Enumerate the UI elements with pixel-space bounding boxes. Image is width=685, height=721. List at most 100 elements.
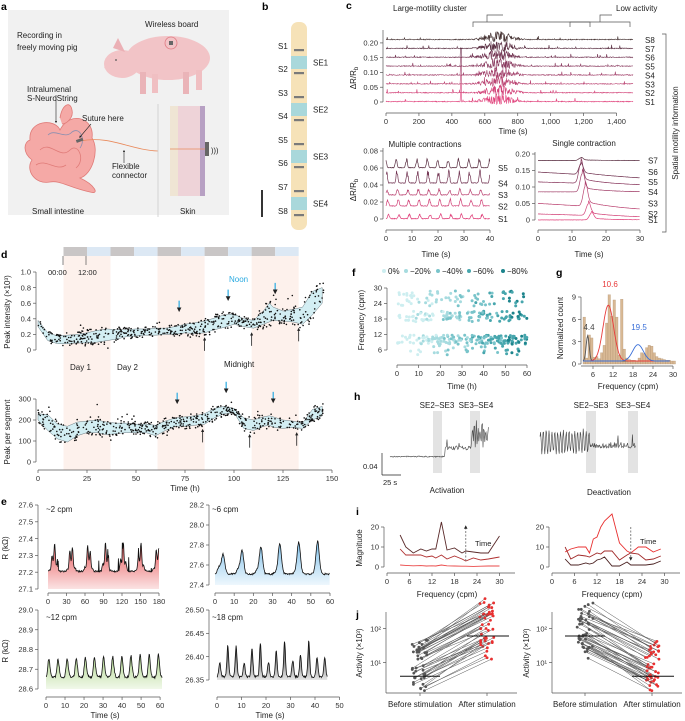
d-bottom-data-point — [244, 417, 246, 420]
f-data-point — [405, 299, 409, 303]
j-activation-before-point — [421, 682, 425, 686]
d-bottom-data-point — [197, 423, 200, 426]
d-bottom-data-point — [155, 424, 157, 427]
d-bottom-data-point — [163, 417, 166, 420]
d-bottom-data-point — [182, 425, 185, 427]
wireless-board-label: Wireless board — [145, 20, 198, 29]
j-deactivation-pair-line — [588, 604, 652, 649]
d-top-data-point — [122, 327, 125, 330]
j-before-label-left: Before stimulation — [388, 700, 452, 709]
d-bottom-data-point — [102, 421, 105, 423]
d-bottom-data-point — [264, 418, 267, 420]
d-bottom-data-point — [137, 428, 140, 431]
d-bottom-data-point — [181, 415, 183, 418]
d-bottom-data-point — [115, 426, 117, 429]
d-top-ytick-label: 0.2 — [21, 330, 31, 339]
d-bottom-data-point — [73, 439, 76, 442]
f-data-point — [488, 312, 492, 316]
d-top-data-point — [270, 316, 273, 318]
d-top-data-point — [265, 302, 267, 305]
f-ytick-label: 12 — [374, 330, 382, 339]
e-18cpm-xtick-label: 20 — [262, 701, 270, 710]
e-12cpm-xtick-label: 30 — [99, 701, 107, 710]
f-data-point — [507, 299, 511, 303]
d-top-data-point — [115, 337, 118, 339]
d-top-data-point — [256, 323, 258, 326]
d-top-data-point — [292, 319, 295, 321]
d-top-data-point — [78, 334, 81, 337]
d-top-data-point — [48, 333, 50, 336]
j-activation-pair-line — [423, 628, 487, 666]
d-top-data-point — [214, 331, 216, 333]
e-6cpm-ytick-label: 27.4 — [189, 581, 204, 590]
d-bottom-data-point — [241, 422, 243, 425]
d-top-data-point — [268, 307, 270, 310]
d-bottom-data-point — [96, 425, 99, 428]
c-multiple-series-label: S1 — [498, 215, 508, 224]
d-bottom-data-point — [195, 421, 197, 423]
day-night-bar-segment — [63, 247, 87, 256]
f-data-point — [492, 341, 496, 345]
d-top-data-point — [137, 327, 139, 329]
d-bottom-data-point — [179, 417, 181, 420]
e-18cpm-ytick-label: 26.50 — [185, 606, 204, 615]
d-top-data-point — [213, 320, 215, 323]
j-deactivation-before-point — [591, 617, 595, 620]
d-top-data-point — [258, 310, 261, 312]
d-bottom-data-point — [295, 414, 297, 417]
j-deactivation-before-point — [587, 628, 591, 631]
f-legend-label: −20% — [410, 267, 431, 276]
c-multiple-trace-S4 — [385, 168, 491, 184]
d-top-data-point — [179, 332, 182, 335]
f-data-point — [402, 292, 406, 296]
d-top-data-point — [148, 328, 151, 330]
f-data-point — [504, 315, 508, 319]
d-bottom-data-point — [145, 425, 147, 427]
d-top-data-point — [309, 317, 312, 320]
j-activation-after-point — [483, 616, 487, 620]
d-bottom-data-point — [86, 420, 89, 422]
e-xlabel-right: Time (s) — [255, 711, 284, 720]
j-deactivation-after-point — [648, 688, 652, 692]
sensor-S4 — [294, 119, 304, 122]
d-top-data-point — [243, 316, 246, 318]
c-top-ylabel: ΔR/Rb — [349, 66, 360, 89]
d-top-data-point — [237, 321, 239, 323]
d-bottom-data-point — [96, 419, 99, 421]
d-bottom-data-point — [231, 407, 233, 410]
d-bottom-data-point — [226, 406, 229, 409]
d-bottom-data-point — [48, 419, 50, 422]
g-histogram-bar — [605, 322, 609, 365]
c-single-trace-S7 — [538, 157, 640, 161]
d-top-data-point — [112, 330, 114, 332]
d-bottom-data-point — [201, 412, 204, 414]
d-bottom-data-point — [99, 425, 102, 428]
e-6cpm-trace — [214, 540, 330, 576]
f-data-point — [422, 336, 426, 340]
c-single-ytick-label: 0.20 — [515, 150, 530, 159]
e-6cpm-ytick-label: 28.2 — [189, 501, 204, 510]
d-bottom-data-point — [190, 419, 192, 421]
f-data-point — [510, 315, 514, 319]
d-top-data-point — [193, 330, 195, 332]
f-data-point — [516, 315, 520, 318]
d-bottom-data-point — [101, 436, 103, 438]
d-bottom-data-point — [109, 422, 112, 425]
j-deactivation-before-point — [577, 617, 580, 621]
d-top-data-point — [170, 331, 172, 334]
g-histogram-bar — [642, 353, 646, 365]
cluster-bracket — [472, 14, 591, 27]
d-bottom-data-point — [56, 430, 58, 433]
c-multiple-trace-S5 — [385, 157, 491, 169]
d-top-data-point — [204, 326, 206, 329]
d-bottom-data-point — [319, 414, 321, 417]
f-xtick-label: 30 — [458, 369, 466, 378]
d-top-data-point — [207, 319, 210, 321]
d-bottom-data-point — [120, 430, 123, 432]
e-6cpm-ytick-label: 27.6 — [189, 561, 204, 570]
f-data-point — [435, 298, 438, 302]
sensor-label: S1 — [278, 42, 288, 51]
j-deactivation-after-point — [649, 665, 653, 669]
j-deactivation-after-point — [648, 654, 651, 658]
d-top-data-point — [227, 322, 230, 325]
